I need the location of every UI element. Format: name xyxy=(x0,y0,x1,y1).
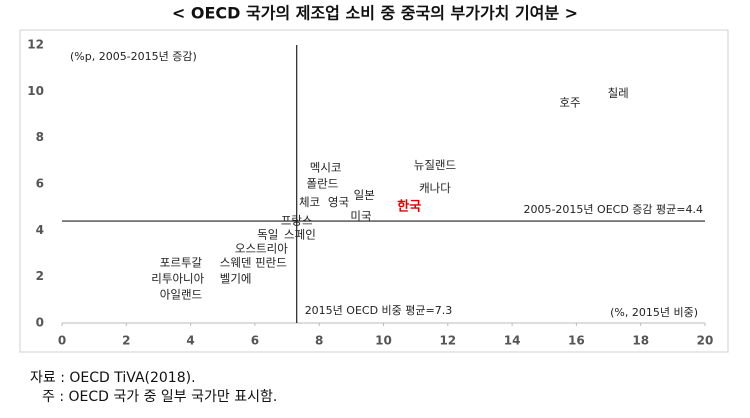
point-label: 캐나다 xyxy=(419,181,451,195)
point-label: 핀란드 xyxy=(255,255,287,269)
y-tick-label: 2 xyxy=(36,269,44,283)
x-tick-label: 20 xyxy=(697,334,714,348)
x-tick-label: 12 xyxy=(439,334,456,348)
x-tick-label: 16 xyxy=(568,334,585,348)
plot-frame xyxy=(19,29,729,353)
y-tick-label: 6 xyxy=(36,177,44,191)
y-tick-label: 10 xyxy=(27,84,44,98)
y-tick-label: 12 xyxy=(27,38,44,52)
y-tick-label: 0 xyxy=(36,316,44,330)
point-label: 포르투갈 xyxy=(160,255,203,269)
point-label: 폴란드 xyxy=(307,177,339,191)
point-label: 오스트리아 xyxy=(235,241,288,255)
x-tick-label: 4 xyxy=(186,334,194,348)
footnote: 주 : OECD 국가 중 일부 국가만 표시함. xyxy=(42,389,277,405)
point-label: 독일 xyxy=(257,227,278,241)
x-tick-label: 2 xyxy=(122,334,130,348)
point-label: 벨기에 xyxy=(220,271,252,285)
point-label: 한국 xyxy=(397,199,421,215)
point-label: 호주 xyxy=(559,95,580,109)
y-tick-label: 8 xyxy=(36,130,44,144)
point-label: 아일랜드 xyxy=(160,288,202,302)
point-label: 멕시코 xyxy=(310,160,342,174)
point-label: 프랑스 xyxy=(281,214,313,228)
y-annotation: (%p, 2005-2015년 증감) xyxy=(70,50,197,63)
chart-title: < OECD 국가의 제조업 소비 중 중국의 부가가치 기여분 > xyxy=(172,4,578,23)
x-tick-label: 14 xyxy=(504,334,521,348)
x-tick-label: 8 xyxy=(315,334,323,348)
footnote: 자료 : OECD TiVA(2018). xyxy=(30,370,196,386)
point-label: 미국 xyxy=(350,209,371,223)
point-label: 스웨덴 xyxy=(220,255,252,269)
y-tick-label: 4 xyxy=(36,223,44,237)
x-tick-label: 0 xyxy=(58,334,66,348)
x-annotation: (%, 2015년 비중) xyxy=(610,306,698,319)
point-label: 칠레 xyxy=(608,86,629,100)
reference-label: 2005-2015년 OECD 증감 평균=4.4 xyxy=(523,203,703,216)
point-label: 영국 xyxy=(328,195,349,209)
x-tick-label: 6 xyxy=(251,334,259,348)
point-label: 스페인 xyxy=(284,227,316,241)
point-label: 체코 xyxy=(299,195,320,209)
point-label: 리투아니아 xyxy=(151,271,204,285)
x-tick-label: 10 xyxy=(375,334,392,348)
reference-label: 2015년 OECD 비중 평균=7.3 xyxy=(305,304,453,317)
point-label: 일본 xyxy=(354,188,375,202)
point-label: 뉴질랜드 xyxy=(414,158,456,172)
x-tick-label: 18 xyxy=(632,334,649,348)
